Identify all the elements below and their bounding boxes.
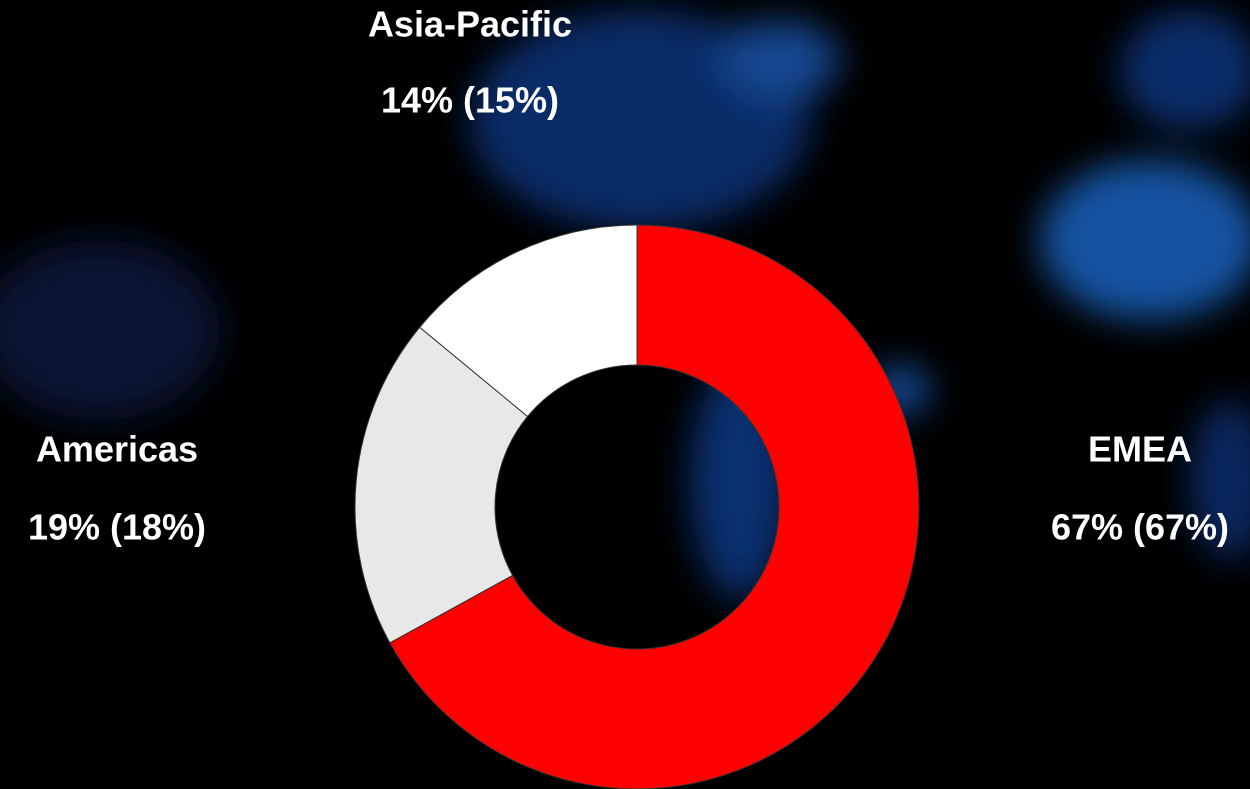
value-label: 19% (18%) <box>28 507 206 548</box>
value-label: 14% (15%) <box>381 80 559 121</box>
category-label: Americas <box>36 429 198 470</box>
value-label: 67% (67%) <box>1051 507 1229 548</box>
category-label: Asia-Pacific <box>368 4 572 45</box>
chart: EMEA 67% (67%) Americas 19% (18%) Asia-Pacif… <box>0 0 1250 789</box>
category-label: EMEA <box>1088 429 1192 470</box>
